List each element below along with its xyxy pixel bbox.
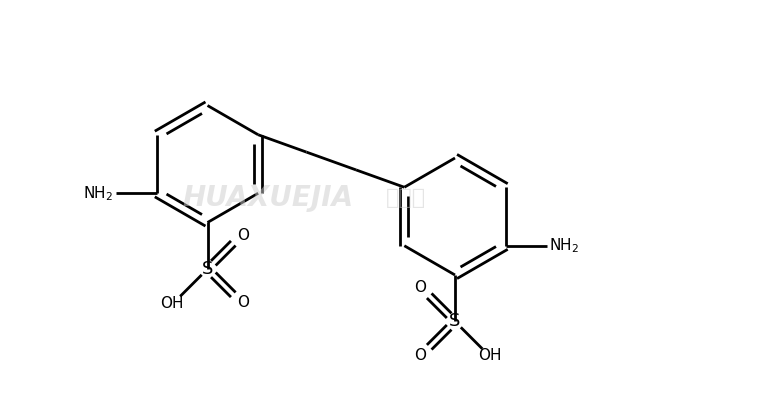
Text: S: S bbox=[202, 260, 214, 278]
Text: O: O bbox=[237, 295, 249, 310]
Text: OH: OH bbox=[160, 296, 184, 311]
Text: O: O bbox=[413, 348, 426, 363]
Text: O: O bbox=[237, 228, 249, 243]
Text: NH$_2$: NH$_2$ bbox=[83, 184, 113, 203]
Text: 化学加: 化学加 bbox=[386, 188, 426, 208]
Text: OH: OH bbox=[479, 349, 502, 364]
Text: O: O bbox=[413, 280, 426, 295]
Text: HUAXUEJIA: HUAXUEJIA bbox=[182, 184, 353, 212]
Text: S: S bbox=[449, 313, 461, 331]
Text: NH$_2$: NH$_2$ bbox=[549, 237, 579, 255]
